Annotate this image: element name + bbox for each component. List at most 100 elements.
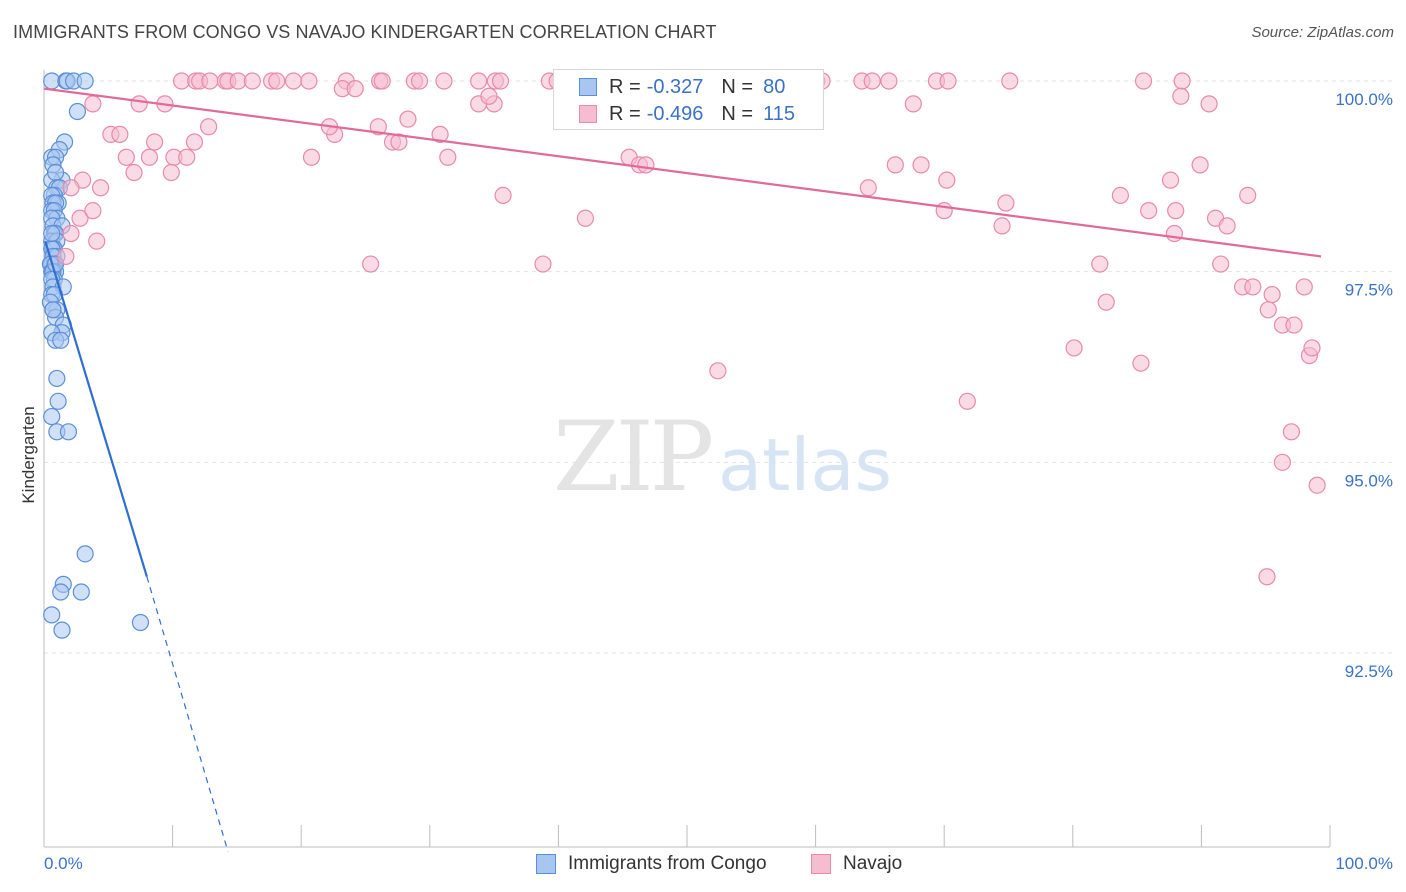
navajo-point bbox=[1167, 202, 1185, 220]
navajo-point bbox=[284, 72, 303, 90]
y-tick-label: 100.0% bbox=[1335, 90, 1393, 109]
navajo-point bbox=[1140, 202, 1158, 220]
congo-point bbox=[76, 72, 94, 90]
congo-point bbox=[52, 583, 70, 601]
navajo-point bbox=[84, 95, 102, 113]
y-tick-label: 92.5% bbox=[1345, 662, 1393, 681]
navajo-point bbox=[162, 163, 180, 182]
navajo-point bbox=[494, 186, 512, 204]
bottom-legend-label: Immigrants from Congo bbox=[568, 853, 767, 874]
navajo-point bbox=[1065, 339, 1083, 357]
navajo-point bbox=[1134, 72, 1153, 90]
navajo-point bbox=[1212, 255, 1230, 273]
y-tick-label: 95.0% bbox=[1345, 471, 1393, 490]
congo-point bbox=[68, 102, 87, 121]
legend-r-label: R = bbox=[609, 102, 641, 125]
watermark-zip: ZIP bbox=[553, 401, 712, 513]
navajo-point bbox=[1258, 568, 1276, 586]
legend-n-label: N = bbox=[721, 102, 754, 125]
watermark: ZIP atlas bbox=[553, 401, 892, 513]
legend-n-value: 115 bbox=[763, 102, 795, 125]
y-tick-labels: 100.0% 97.5% 95.0% 92.5% bbox=[1335, 90, 1393, 681]
legend-r-value: -0.496 bbox=[646, 102, 704, 125]
navajo-point bbox=[185, 133, 204, 151]
congo-point bbox=[53, 621, 71, 639]
navajo-point bbox=[439, 148, 457, 166]
bottom-legend-swatch-pink bbox=[811, 854, 831, 874]
navajo-point bbox=[346, 80, 364, 98]
navajo-trend-line bbox=[43, 87, 1322, 258]
navajo-point bbox=[369, 118, 387, 136]
navajo-point bbox=[435, 72, 453, 90]
congo-point bbox=[43, 407, 61, 426]
navajo-point bbox=[111, 125, 129, 143]
congo-point bbox=[59, 423, 78, 441]
congo-point bbox=[48, 369, 66, 388]
navajo-point bbox=[912, 156, 930, 174]
navajo-point bbox=[859, 179, 877, 197]
navajo-point bbox=[1091, 255, 1109, 273]
chart-title: IMMIGRANTS FROM CONGO VS NAVAJO KINDERGA… bbox=[13, 22, 717, 42]
navajo-point bbox=[300, 72, 318, 90]
navajo-point bbox=[1161, 171, 1180, 189]
navajo-point bbox=[1111, 186, 1129, 204]
congo-point bbox=[43, 606, 61, 624]
navajo-point bbox=[491, 72, 510, 90]
source-note: Source: ZipAtlas.com bbox=[1251, 24, 1394, 41]
navajo-point bbox=[637, 156, 655, 174]
legend-swatch-pink bbox=[579, 105, 597, 123]
navajo-point bbox=[243, 72, 261, 90]
navajo-point bbox=[57, 247, 75, 266]
navajo-point bbox=[534, 255, 552, 273]
y-axis-label: Kindergarten bbox=[19, 406, 38, 503]
navajo-point bbox=[1308, 476, 1326, 494]
navajo-point bbox=[935, 202, 953, 220]
navajo-point bbox=[958, 392, 976, 410]
navajo-point bbox=[1285, 316, 1303, 334]
legend-r-label: R = bbox=[609, 75, 641, 98]
navajo-point bbox=[993, 217, 1011, 235]
navajo-point bbox=[1259, 301, 1277, 319]
y-tick-label: 97.5% bbox=[1345, 281, 1393, 300]
navajo-point bbox=[997, 194, 1015, 212]
x-tick-labels: 0.0% 100.0% bbox=[44, 854, 1393, 873]
navajo-point bbox=[1173, 72, 1191, 90]
legend-row-congo: R = -0.327 N = 80 bbox=[554, 74, 785, 100]
navajo-point bbox=[178, 148, 196, 166]
navajo-point bbox=[390, 133, 408, 151]
navajo-point bbox=[200, 118, 218, 136]
navajo-point bbox=[1273, 453, 1292, 471]
navajo-point bbox=[1282, 423, 1301, 441]
stats-legend: R = -0.327 N = 80 R = -0.496 N = 115 bbox=[553, 69, 824, 130]
legend-row-navajo: R = -0.496 N = 115 bbox=[554, 101, 795, 127]
watermark-atlas: atlas bbox=[718, 423, 892, 507]
navajo-point bbox=[1172, 87, 1190, 105]
congo-point bbox=[49, 392, 67, 410]
congo-point bbox=[52, 331, 70, 349]
navajo-point bbox=[470, 72, 488, 90]
navajo-point bbox=[125, 163, 143, 182]
navajo-point bbox=[88, 232, 106, 250]
navajo-point bbox=[1001, 72, 1019, 90]
navajo-point bbox=[939, 72, 957, 90]
navajo-point bbox=[71, 209, 89, 227]
axes bbox=[43, 70, 1331, 848]
navajo-point bbox=[362, 255, 380, 273]
legend-n-label: N = bbox=[721, 75, 754, 98]
navajo-point bbox=[1303, 339, 1321, 357]
navajo-point bbox=[130, 95, 148, 113]
navajo-point bbox=[480, 87, 498, 105]
congo-point bbox=[43, 224, 61, 243]
congo-point bbox=[76, 545, 94, 563]
legend-r-value: -0.327 bbox=[646, 75, 704, 98]
navajo-point bbox=[1097, 293, 1115, 311]
navajo-point bbox=[145, 133, 164, 151]
navajo-point bbox=[576, 209, 595, 227]
navajo-point bbox=[880, 72, 898, 90]
navajo-point bbox=[904, 95, 922, 113]
navajo-point bbox=[62, 224, 80, 243]
navajo-point bbox=[863, 72, 881, 90]
bottom-legend-congo: Immigrants from Congo bbox=[536, 852, 767, 876]
navajo-point bbox=[1165, 224, 1183, 243]
navajo-point bbox=[431, 125, 449, 143]
